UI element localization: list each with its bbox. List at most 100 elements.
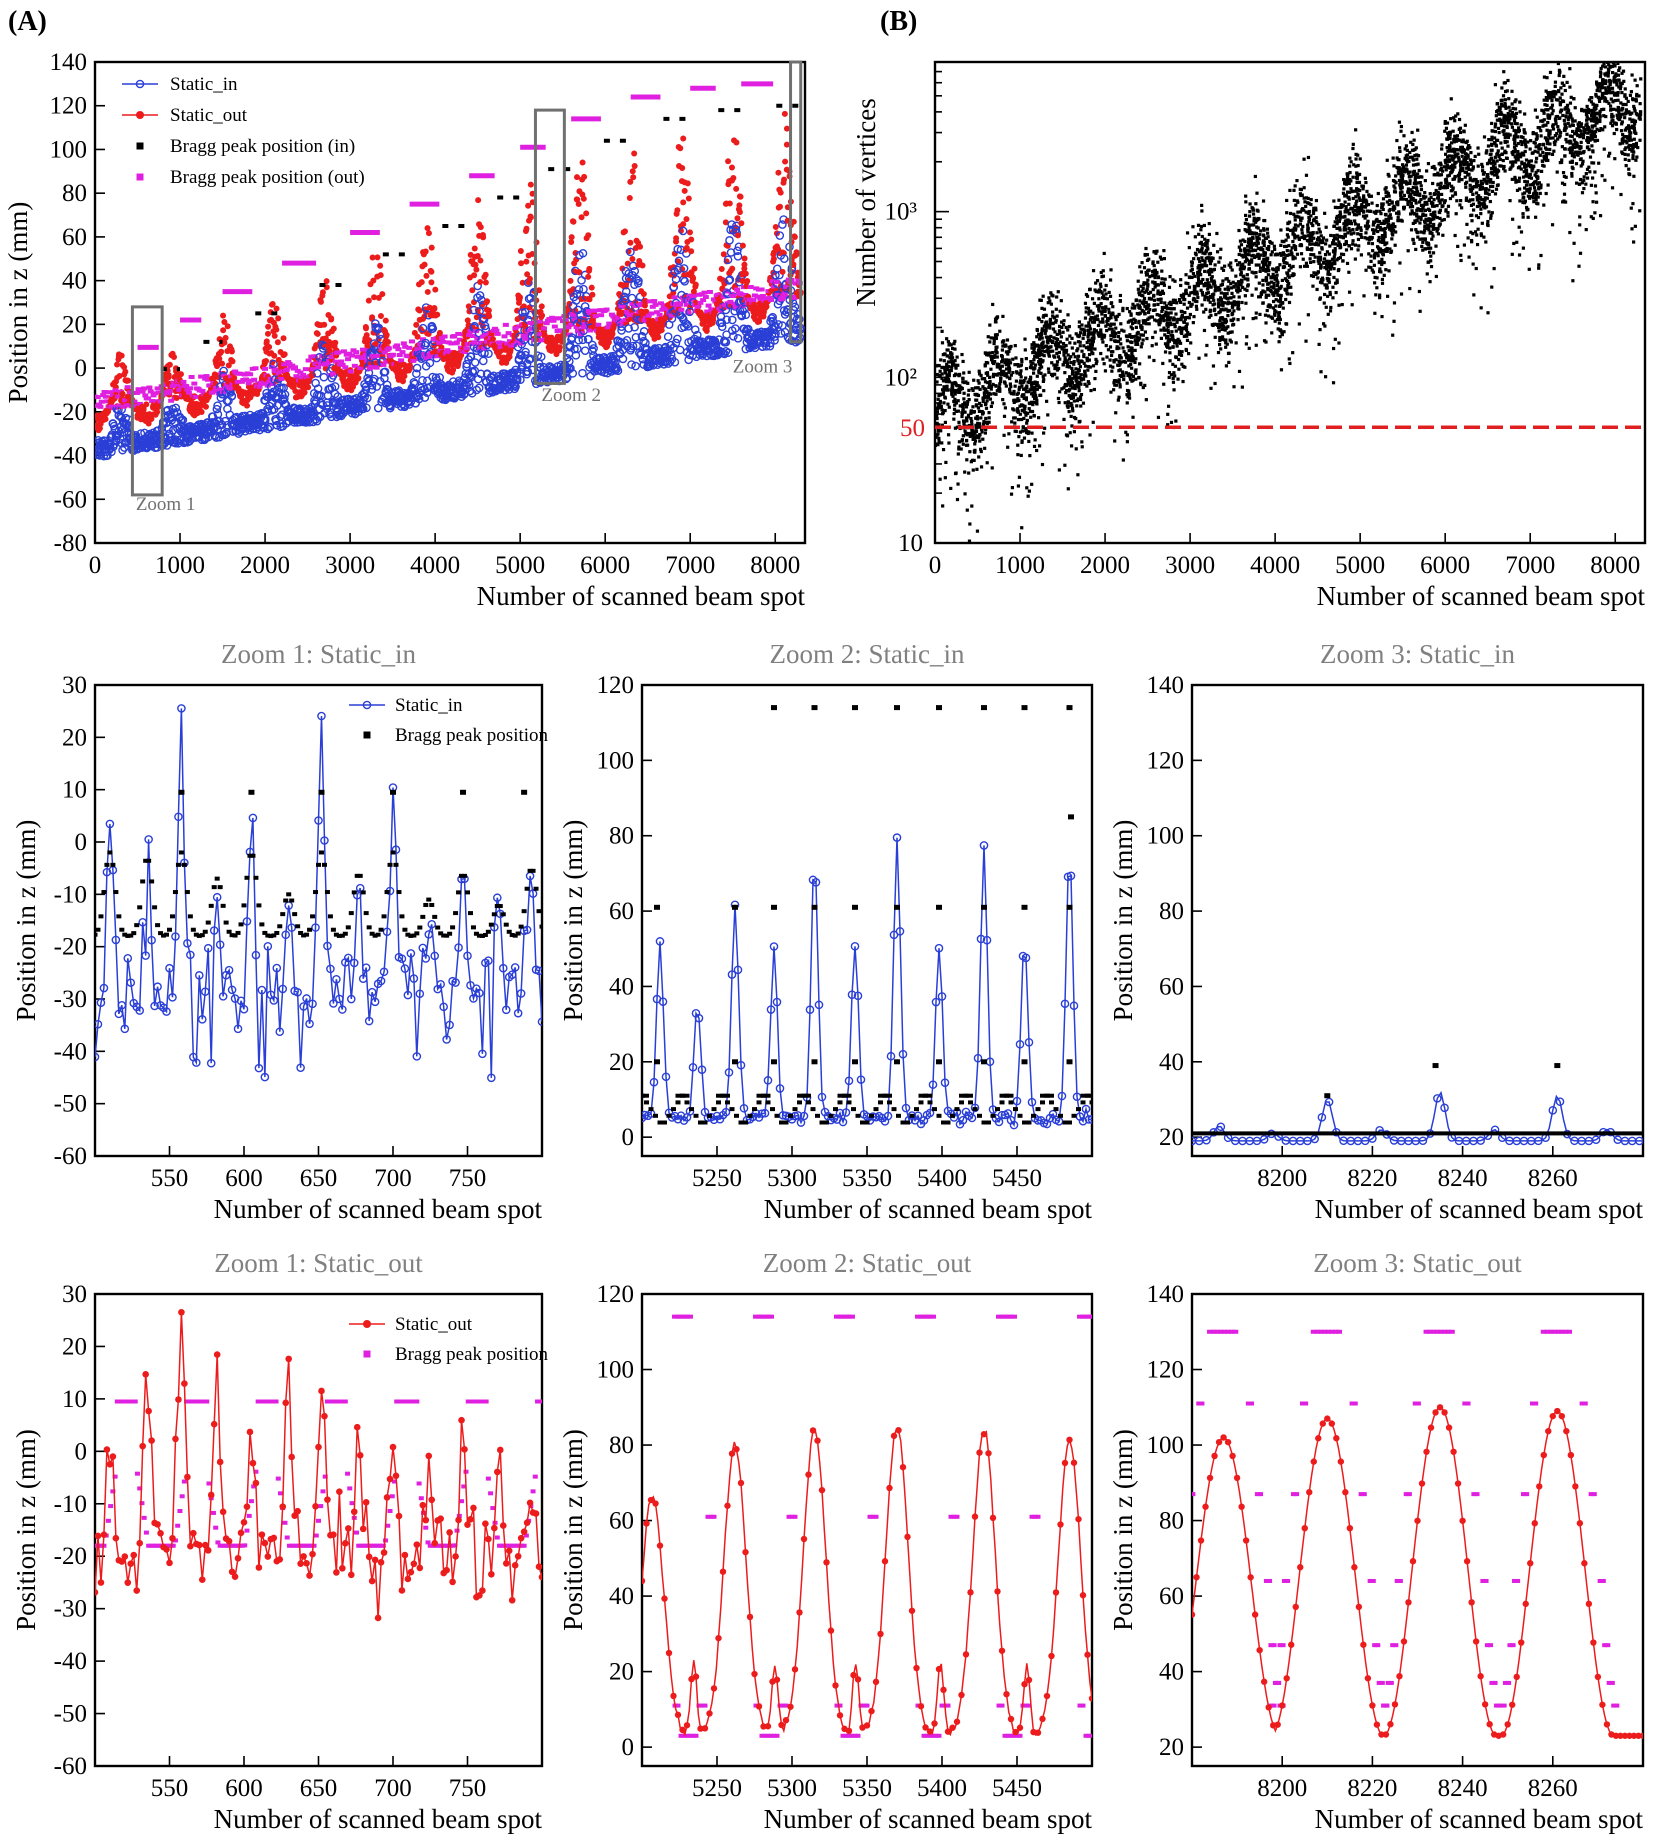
y-tick-label: 20 <box>62 311 87 338</box>
bragg-out-point <box>139 389 146 394</box>
static-in-point <box>722 315 731 325</box>
vertex-count-point <box>1030 482 1034 486</box>
static-out-point <box>365 297 372 304</box>
static-in-point <box>484 349 493 359</box>
static-in-point <box>313 369 322 378</box>
vertex-count-point <box>1335 278 1339 282</box>
vertex-count-point <box>1035 448 1039 453</box>
static-out-point <box>116 373 123 380</box>
vertex-count-point <box>1351 227 1355 232</box>
vertex-count-point <box>1033 438 1037 442</box>
vertex-count-point <box>1010 420 1014 424</box>
static-out-point <box>416 307 423 314</box>
bragg-out-point <box>166 389 173 394</box>
static-out-point <box>738 220 745 227</box>
bragg-out-point <box>330 371 337 376</box>
vertex-count-point <box>1049 302 1053 306</box>
bragg-out-point <box>448 341 455 346</box>
x-tick-label: 1000 <box>155 552 205 579</box>
bragg-out-point <box>617 322 624 327</box>
static-out-point <box>310 372 317 379</box>
vertex-count-point <box>967 471 971 475</box>
vertex-count-point <box>1107 290 1111 295</box>
vertex-count-point <box>1333 337 1337 341</box>
bragg-out-point <box>106 390 113 395</box>
vertex-count-point <box>1453 233 1457 238</box>
vertex-count-point <box>943 476 947 480</box>
bragg-out-point <box>97 404 104 409</box>
static-out-point <box>374 254 381 261</box>
x-tick-label: 2000 <box>240 552 290 579</box>
bragg-out-point <box>177 383 184 388</box>
static-in-point <box>717 322 727 331</box>
vertex-count-point <box>960 414 964 419</box>
bragg-out-point <box>188 374 195 379</box>
static-out-point <box>775 169 782 176</box>
static-in-point <box>679 264 689 273</box>
static-out-point <box>428 279 435 286</box>
bragg-out-point <box>187 386 194 391</box>
vertex-count-point <box>1443 129 1447 133</box>
bragg-out-point <box>588 310 595 315</box>
bragg-out-point <box>213 385 220 390</box>
static-in-point <box>280 390 290 399</box>
vertex-count-point <box>967 539 972 543</box>
bragg-out-point <box>538 338 545 343</box>
bragg-out-point <box>524 328 531 333</box>
bragg-out-point <box>441 334 448 339</box>
static-out-point <box>578 214 585 221</box>
static-in-point <box>684 355 693 365</box>
vertex-count-point <box>1434 274 1438 279</box>
vertex-count-point <box>1381 207 1385 212</box>
static-out-point <box>171 354 178 361</box>
static-out-point <box>485 307 492 314</box>
bragg-out-point <box>750 298 757 303</box>
static-out-point <box>685 195 692 202</box>
static-out-point <box>517 248 524 255</box>
y-tick-label: 140 <box>50 49 88 76</box>
static-in-point <box>670 357 680 367</box>
static-in-point <box>475 307 484 316</box>
static-in-point <box>197 419 206 429</box>
vertex-count-point <box>1353 219 1357 223</box>
vertex-count-point <box>1123 360 1128 364</box>
static-in-point <box>776 329 786 338</box>
static-out-point <box>574 196 581 203</box>
vertex-count-point <box>1025 486 1029 490</box>
vertex-count-point <box>963 470 967 474</box>
static-in-point <box>622 336 632 345</box>
bragg-out-point <box>721 303 728 308</box>
bragg-out-point <box>645 313 652 318</box>
vertex-count-point <box>1279 243 1283 248</box>
static-in-point <box>586 371 595 381</box>
static-out-point <box>450 366 457 373</box>
bragg-out-point <box>340 349 347 354</box>
static-out-point <box>770 255 777 262</box>
vertex-count-point <box>1152 298 1157 302</box>
static-out-point <box>556 347 563 354</box>
bragg-out-point <box>347 369 354 374</box>
bragg-out-point <box>715 292 722 297</box>
static-out-point <box>589 291 596 298</box>
bragg-out-point <box>494 331 501 336</box>
static-out-point <box>143 401 150 408</box>
vertex-count-point <box>1094 361 1098 366</box>
bragg-out-point <box>140 386 147 391</box>
vertex-count-point <box>1156 260 1160 264</box>
vertex-count-point <box>1015 392 1019 396</box>
static-out-point <box>281 351 288 358</box>
static-out-point <box>216 355 223 362</box>
static-in-point <box>621 287 631 296</box>
vertex-count-point <box>1141 338 1145 342</box>
vertex-count-point <box>1091 420 1095 424</box>
static-in-point <box>573 344 582 354</box>
vertex-count-point <box>1618 56 1621 59</box>
static-out-point <box>673 235 680 242</box>
vertex-count-point <box>953 426 958 430</box>
vertex-count-point <box>1534 156 1539 160</box>
vertex-count-point <box>1200 203 1204 207</box>
static-out-point <box>273 326 280 333</box>
bragg-out-point <box>256 384 263 389</box>
bragg-out-point <box>455 331 462 336</box>
static-out-point <box>225 362 232 369</box>
